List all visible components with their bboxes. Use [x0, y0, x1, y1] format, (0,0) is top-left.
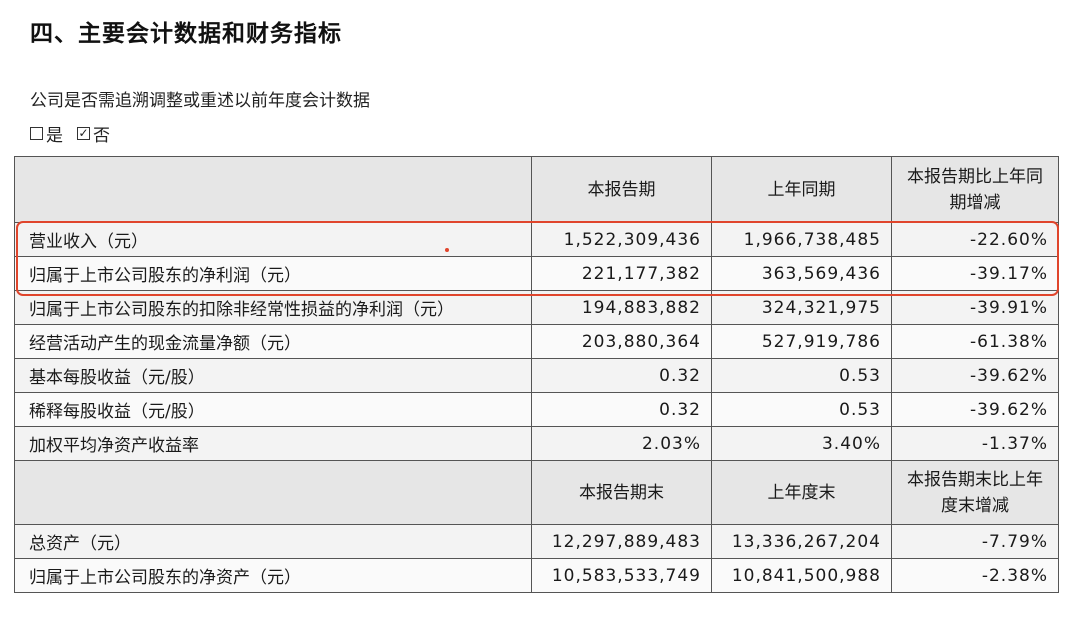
- row-current-value: 0.32: [531, 358, 712, 393]
- table-row: 总资产（元） 12,297,889,483 13,336,267,204 -7.79%: [14, 524, 1059, 559]
- table-row: 归属于上市公司股东的净资产（元） 10,583,533,749 10,841,500…: [14, 558, 1059, 593]
- row-change-value: -39.91%: [891, 290, 1059, 325]
- row-change-value: -39.62%: [891, 392, 1059, 427]
- row-current-value: 0.32: [531, 392, 712, 427]
- row-label: 基本每股收益（元/股）: [14, 358, 532, 393]
- row-label: 营业收入（元）: [14, 222, 532, 257]
- row-current-value: 10,583,533,749: [531, 558, 712, 593]
- option-no-label: 否: [93, 126, 110, 146]
- header-label-cell: [14, 156, 532, 223]
- row-current-value: 203,880,364: [531, 324, 712, 359]
- row-prior-value: 3.40%: [711, 426, 892, 461]
- financial-data-table: 本报告期 上年同期 本报告期比上年同期增减 营业收入（元） 1,522,309,4…: [14, 156, 1059, 593]
- option-yes[interactable]: 是: [30, 121, 63, 146]
- table-row: 归属于上市公司股东的扣除非经常性损益的净利润（元） 194,883,882 324,…: [14, 290, 1059, 325]
- row-current-value: 1,522,309,436: [531, 222, 712, 257]
- section-heading: 四、主要会计数据和财务指标: [30, 21, 342, 47]
- table-row: 营业收入（元） 1,522,309,436 1,966,738,485 -22.60%: [14, 222, 1059, 257]
- row-current-value: 12,297,889,483: [531, 524, 712, 559]
- table-header-row: 本报告期 上年同期 本报告期比上年同期增减: [14, 156, 1059, 223]
- row-label: 加权平均净资产收益率: [14, 426, 532, 461]
- header-current-period: 本报告期: [531, 156, 712, 223]
- row-prior-value: 527,919,786: [711, 324, 892, 359]
- table-row: 经营活动产生的现金流量净额（元） 203,880,364 527,919,786 -6…: [14, 324, 1059, 359]
- row-change-value: -2.38%: [891, 558, 1059, 593]
- header-change: 本报告期比上年同期增减: [891, 156, 1059, 223]
- option-yes-label: 是: [46, 126, 63, 146]
- table-row: 加权平均净资产收益率 2.03% 3.40% -1.37%: [14, 426, 1059, 461]
- row-label: 经营活动产生的现金流量净额（元）: [14, 324, 532, 359]
- row-prior-value: 0.53: [711, 358, 892, 393]
- restatement-options: 是 ✓ 否: [30, 121, 124, 146]
- header2-prior-year-end: 上年度末: [711, 460, 892, 525]
- table-row: 基本每股收益（元/股） 0.32 0.53 -39.62%: [14, 358, 1059, 393]
- table-header-row-2: 本报告期末 上年度末 本报告期末比上年度末增减: [14, 460, 1059, 525]
- row-label: 归属于上市公司股东的扣除非经常性损益的净利润（元）: [14, 290, 532, 325]
- header2-change: 本报告期末比上年度末增减: [891, 460, 1059, 525]
- restatement-question: 公司是否需追溯调整或重述以前年度会计数据: [30, 91, 370, 111]
- row-change-value: -39.17%: [891, 256, 1059, 291]
- row-current-value: 221,177,382: [531, 256, 712, 291]
- row-prior-value: 10,841,500,988: [711, 558, 892, 593]
- row-change-value: -39.62%: [891, 358, 1059, 393]
- header2-label-cell: [14, 460, 532, 525]
- row-prior-value: 324,321,975: [711, 290, 892, 325]
- checkbox-yes[interactable]: [30, 127, 43, 140]
- row-change-value: -1.37%: [891, 426, 1059, 461]
- highlight-dot: [445, 248, 449, 252]
- row-change-value: -22.60%: [891, 222, 1059, 257]
- checkbox-no[interactable]: ✓: [77, 126, 90, 140]
- option-no[interactable]: ✓ 否: [77, 121, 110, 146]
- row-label: 稀释每股收益（元/股）: [14, 392, 532, 427]
- row-prior-value: 1,966,738,485: [711, 222, 892, 257]
- row-label: 归属于上市公司股东的净利润（元）: [14, 256, 532, 291]
- row-prior-value: 13,336,267,204: [711, 524, 892, 559]
- header2-current-period-end: 本报告期末: [531, 460, 712, 525]
- row-prior-value: 363,569,436: [711, 256, 892, 291]
- row-current-value: 2.03%: [531, 426, 712, 461]
- row-label: 总资产（元）: [14, 524, 532, 559]
- row-current-value: 194,883,882: [531, 290, 712, 325]
- row-change-value: -7.79%: [891, 524, 1059, 559]
- row-label: 归属于上市公司股东的净资产（元）: [14, 558, 532, 593]
- table-row: 稀释每股收益（元/股） 0.32 0.53 -39.62%: [14, 392, 1059, 427]
- row-change-value: -61.38%: [891, 324, 1059, 359]
- table-row: 归属于上市公司股东的净利润（元） 221,177,382 363,569,436 -3…: [14, 256, 1059, 291]
- row-prior-value: 0.53: [711, 392, 892, 427]
- header-prior-period: 上年同期: [711, 156, 892, 223]
